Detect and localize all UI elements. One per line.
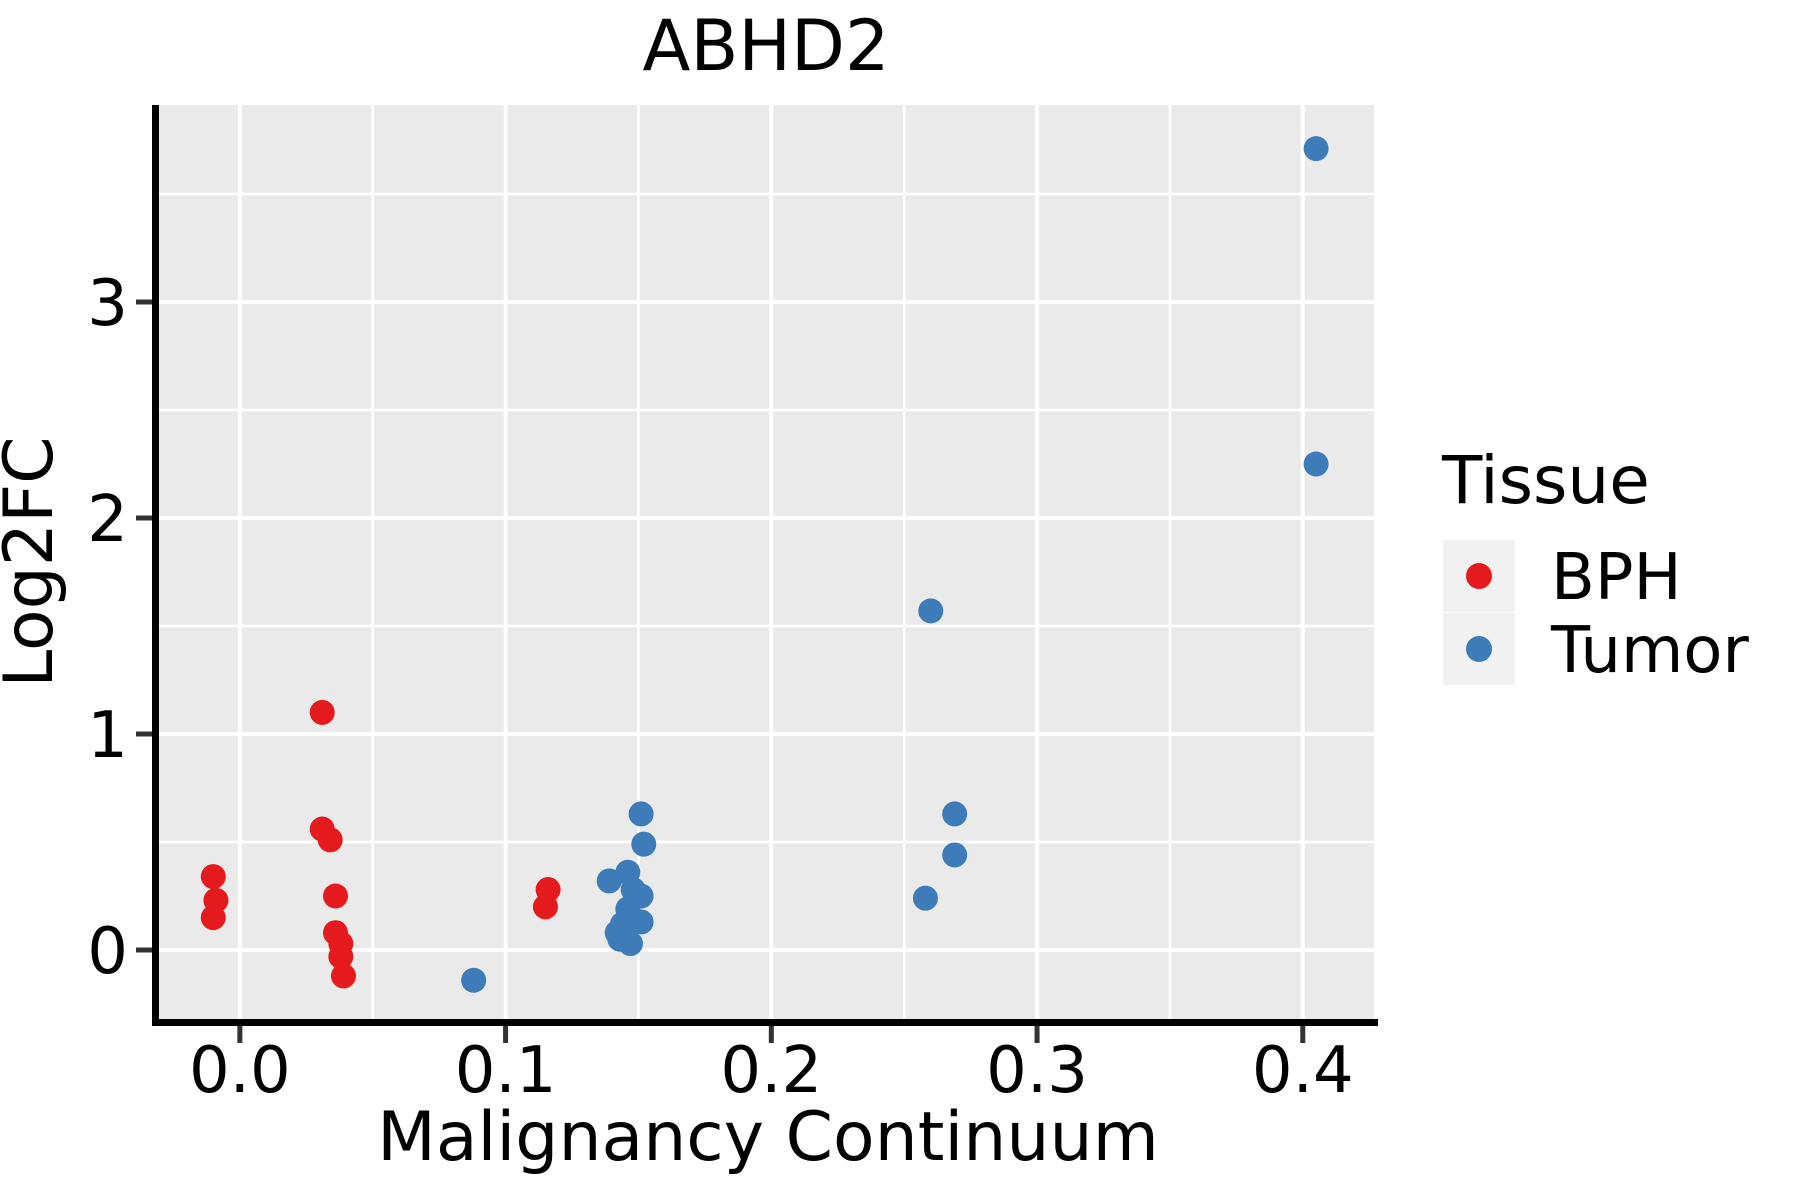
x-tick-label: 0.4 — [1252, 1034, 1354, 1108]
data-point-tumor — [1303, 136, 1329, 162]
data-point-tumor — [628, 801, 654, 827]
y-axis-line — [152, 105, 159, 1026]
data-point-tumor — [942, 842, 968, 868]
major-gridlines — [158, 105, 1374, 1020]
data-point-tumor — [461, 967, 487, 993]
legend-marker-bph-icon — [1466, 563, 1492, 589]
plot-title: ABHD2 — [643, 5, 890, 87]
minor-gridlines — [158, 105, 1374, 1020]
data-points — [200, 136, 1329, 993]
y-tick-label: 1 — [87, 699, 128, 773]
y-axis-title: Log2FC — [0, 436, 69, 687]
data-point-tumor — [1303, 451, 1329, 477]
legend-entry-tumor: Tumor — [1443, 613, 1749, 688]
x-tick-label: 0.0 — [189, 1034, 291, 1108]
legend-entry-bph: BPH — [1443, 540, 1682, 615]
x-tick-label: 0.3 — [986, 1034, 1088, 1108]
legend-label-tumor: Tumor — [1550, 614, 1749, 688]
legend-title: Tissue — [1441, 442, 1650, 519]
plot-panel — [158, 105, 1374, 1020]
data-point-tumor — [628, 909, 654, 935]
x-tick-label: 0.2 — [720, 1034, 822, 1108]
data-point-tumor — [617, 931, 643, 957]
axis-ticks — [136, 299, 1306, 1043]
data-point-tumor — [942, 801, 968, 827]
data-point-bph — [200, 864, 226, 890]
data-point-bph — [328, 943, 354, 969]
data-point-tumor — [918, 598, 944, 624]
legend-marker-tumor-icon — [1466, 636, 1492, 662]
x-axis-line — [152, 1019, 1378, 1026]
y-tick-label: 2 — [87, 483, 128, 557]
data-point-bph — [532, 894, 558, 920]
data-point-tumor — [596, 868, 622, 894]
axis-spines — [152, 105, 1378, 1026]
y-tick-label: 3 — [87, 267, 128, 341]
data-point-bph — [317, 827, 343, 853]
legend: Tissue BPH Tumor — [1441, 442, 1749, 688]
data-point-bph — [200, 905, 226, 931]
x-axis-title: Malignancy Continuum — [377, 1098, 1159, 1177]
data-point-tumor — [912, 885, 938, 911]
x-tick-label: 0.1 — [455, 1034, 557, 1108]
data-point-bph — [330, 963, 356, 989]
axis-tick-labels: 0.0 0.1 0.2 0.3 0.4 0 1 2 3 — [87, 267, 1353, 1108]
legend-label-bph: BPH — [1551, 541, 1682, 615]
data-point-bph — [309, 699, 335, 725]
data-point-tumor — [631, 831, 657, 857]
data-point-bph — [323, 883, 349, 909]
y-tick-label: 0 — [87, 915, 128, 989]
